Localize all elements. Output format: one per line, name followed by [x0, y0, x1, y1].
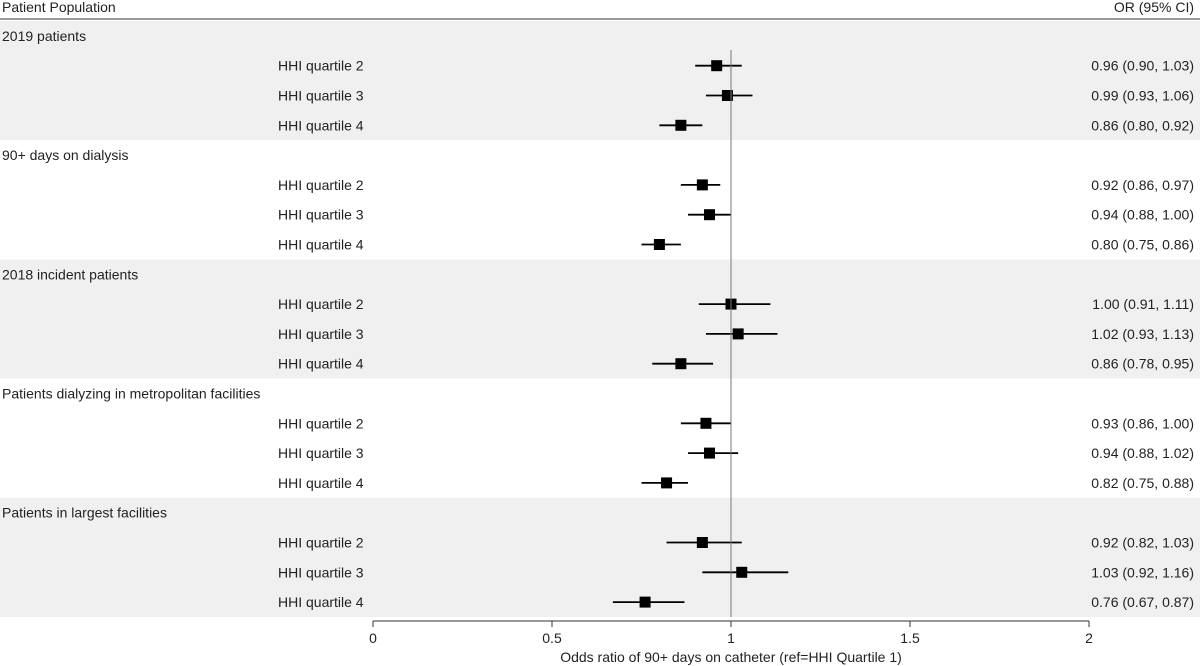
or-ci-value: 0.92 (0.82, 1.03) — [1091, 535, 1194, 551]
group-label: Patients dialyzing in metropolitan facil… — [2, 386, 260, 402]
or-marker — [721, 90, 733, 101]
or-ci-value: 0.92 (0.86, 0.97) — [1091, 177, 1194, 193]
or-ci-value: 0.80 (0.75, 0.86) — [1091, 237, 1194, 253]
row-label: HHI quartile 3 — [278, 564, 364, 580]
x-tick-label: 0 — [369, 630, 377, 646]
group-label: 90+ days on dialysis — [2, 147, 128, 163]
row-label: HHI quartile 4 — [278, 475, 364, 491]
or-marker — [675, 358, 687, 370]
header-or-ci: OR (95% CI) — [1114, 0, 1194, 15]
or-marker — [696, 179, 708, 191]
x-tick-label: 0.5 — [542, 630, 562, 646]
group-band — [0, 259, 1200, 379]
x-axis: 0 0.5 1 1.5 2 — [369, 620, 1093, 646]
or-marker — [661, 477, 673, 489]
row-label: HHI quartile 3 — [278, 445, 364, 461]
group-band — [0, 140, 1200, 260]
or-marker — [732, 328, 744, 340]
row-label: HHI quartile 2 — [278, 58, 364, 74]
header-patient-population: Patient Population — [2, 0, 116, 15]
or-marker — [675, 119, 687, 131]
x-tick-label: 2 — [1085, 630, 1093, 646]
group-label: 2019 patients — [2, 28, 86, 44]
row-label: HHI quartile 3 — [278, 326, 364, 342]
or-ci-value: 0.93 (0.86, 1.00) — [1091, 415, 1194, 431]
row-label: HHI quartile 4 — [278, 356, 364, 372]
group-label: 2018 incident patients — [2, 266, 138, 282]
row-label: HHI quartile 4 — [278, 117, 364, 133]
forest-rows: 2019 patients HHI quartile 2 0.96 (0.90, 1… — [2, 28, 1194, 617]
or-ci-value: 0.99 (0.93, 1.06) — [1091, 88, 1194, 104]
row-label: HHI quartile 2 — [278, 535, 364, 551]
or-marker — [711, 60, 723, 72]
or-ci-value: 0.94 (0.88, 1.02) — [1091, 445, 1194, 461]
x-tick-label: 1.5 — [900, 630, 920, 646]
row-label: HHI quartile 3 — [278, 88, 364, 104]
or-ci-value: 0.82 (0.75, 0.88) — [1091, 475, 1194, 491]
x-axis-label: Odds ratio of 90+ days on catheter (ref=… — [560, 649, 902, 665]
or-marker — [736, 566, 748, 578]
group-band — [0, 378, 1200, 498]
or-ci-value: 0.94 (0.88, 1.00) — [1091, 207, 1194, 223]
row-label: HHI quartile 2 — [278, 415, 364, 431]
row-label: HHI quartile 4 — [278, 594, 364, 610]
or-marker — [653, 239, 665, 250]
or-ci-value: 1.03 (0.92, 1.16) — [1091, 564, 1194, 580]
row-label: HHI quartile 4 — [278, 237, 364, 253]
x-tick-label: 1 — [727, 630, 735, 646]
row-label: HHI quartile 2 — [278, 296, 364, 312]
or-marker — [639, 596, 651, 608]
or-ci-value: 0.86 (0.80, 0.92) — [1091, 117, 1194, 133]
or-marker — [696, 537, 708, 548]
or-ci-value: 0.86 (0.78, 0.95) — [1091, 356, 1194, 372]
group-bands — [0, 21, 1200, 617]
or-marker — [704, 209, 716, 221]
row-label: HHI quartile 3 — [278, 207, 364, 223]
or-ci-value: 1.02 (0.93, 1.13) — [1091, 326, 1194, 342]
or-ci-value: 0.96 (0.90, 1.03) — [1091, 58, 1194, 74]
group-label: Patients in largest facilities — [2, 505, 167, 521]
row-label: HHI quartile 2 — [278, 177, 364, 193]
group-band — [0, 497, 1200, 617]
or-marker — [700, 417, 712, 429]
or-ci-value: 1.00 (0.91, 1.11) — [1092, 296, 1194, 312]
group-band — [0, 21, 1200, 141]
or-marker — [704, 447, 716, 459]
or-ci-value: 0.76 (0.67, 0.87) — [1091, 594, 1194, 610]
